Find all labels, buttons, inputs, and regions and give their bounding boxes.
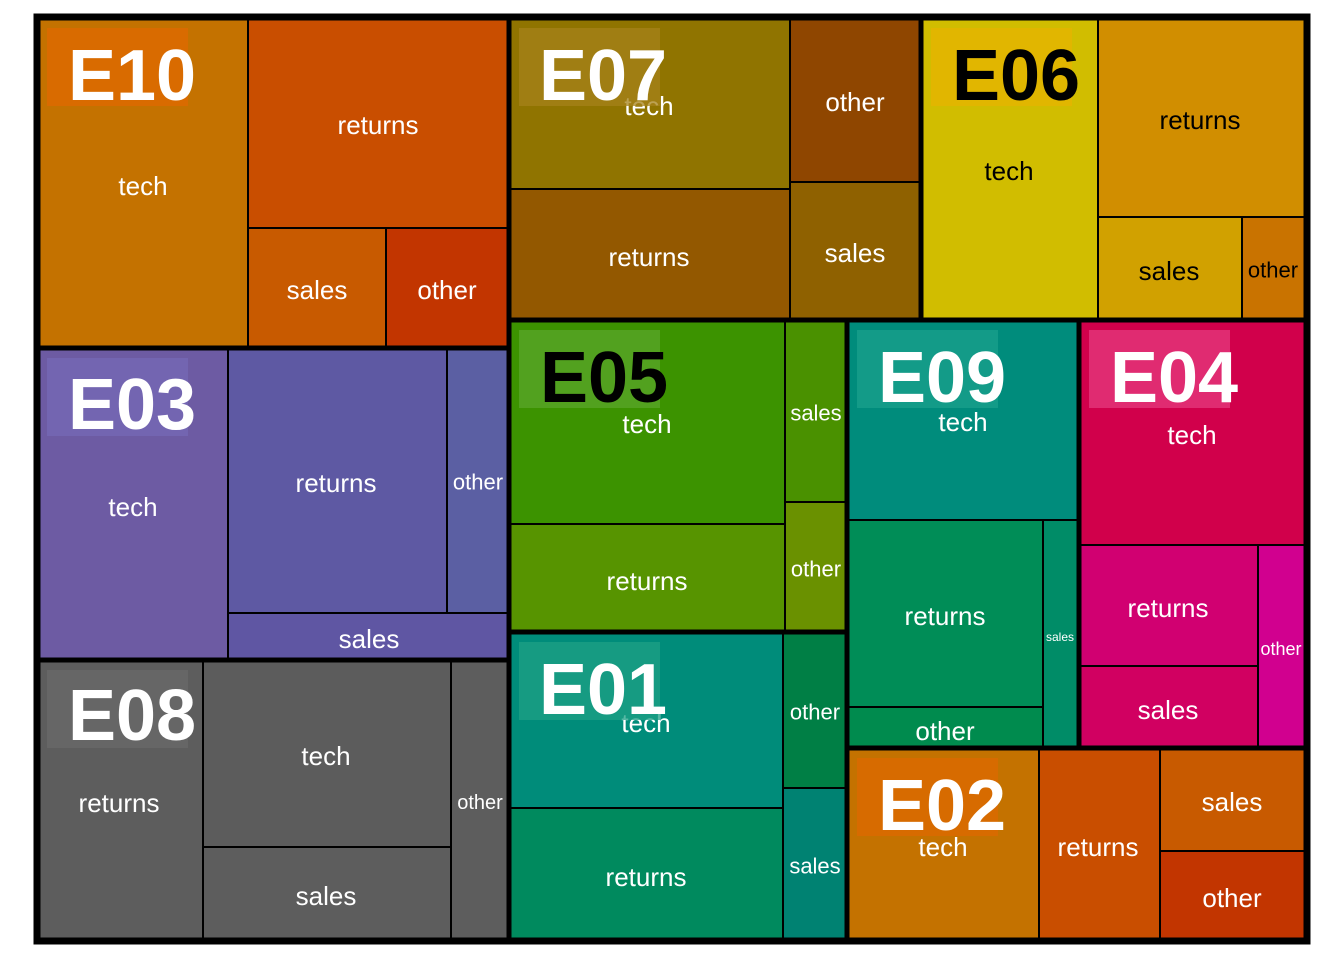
group-label: E03 <box>68 365 196 445</box>
tile-label: tech <box>984 156 1033 186</box>
tile-label: other <box>915 716 975 746</box>
group-label: E08 <box>68 676 196 756</box>
tile-label: tech <box>1167 420 1216 450</box>
group-badge <box>47 28 188 106</box>
group-label: E05 <box>540 338 668 418</box>
tile-label: returns <box>1058 832 1139 862</box>
group-e10[interactable]: tech returns sales other E10 <box>35 15 512 351</box>
tile-label: other <box>1260 639 1301 659</box>
tile-label: other <box>1248 258 1298 283</box>
tile-e07-returns[interactable] <box>508 188 791 321</box>
group-label: E09 <box>878 338 1006 418</box>
tile-label: sales <box>825 238 886 268</box>
tile-label: returns <box>905 601 986 631</box>
tile-e05-sales[interactable] <box>784 319 848 503</box>
tile-label: other <box>1202 883 1262 913</box>
tile-label: returns <box>1160 105 1241 135</box>
tile-e07-other[interactable] <box>789 17 922 183</box>
tile-label: returns <box>296 468 377 498</box>
tile-e01-returns[interactable] <box>508 807 784 941</box>
group-e08[interactable]: returns tech sales other E08 <box>35 657 512 943</box>
group-label: E06 <box>952 36 1080 116</box>
group-e09[interactable]: tech returns sales other E09 <box>844 317 1082 751</box>
tile-label: other <box>791 557 841 582</box>
tile-label: sales <box>790 401 841 426</box>
tile-label: sales <box>1139 256 1200 286</box>
group-label: E10 <box>68 36 196 116</box>
tile-label: sales <box>287 275 348 305</box>
tile-e06-returns[interactable] <box>1097 17 1307 218</box>
group-badge <box>519 330 660 408</box>
tile-label: sales <box>339 624 400 654</box>
tile-label: sales <box>1202 787 1263 817</box>
group-label: E07 <box>539 36 667 116</box>
tile-e06-other[interactable] <box>1241 216 1307 321</box>
group-e05[interactable]: tech returns sales other E05 <box>506 317 850 635</box>
group-badge <box>857 758 998 836</box>
tile-e06-sales[interactable] <box>1097 216 1243 321</box>
tile-label: sales <box>1046 630 1074 644</box>
group-badge <box>519 28 660 106</box>
tile-e04-returns[interactable] <box>1078 544 1259 667</box>
tile-e02-sales[interactable] <box>1159 747 1307 852</box>
tile-label: returns <box>606 862 687 892</box>
tile-label: returns <box>1128 593 1209 623</box>
tile-label: returns <box>79 788 160 818</box>
tile-label: sales <box>789 854 840 879</box>
group-e04[interactable]: tech returns sales other E04 <box>1076 317 1309 751</box>
group-badge <box>1089 330 1230 408</box>
tile-e10-returns[interactable] <box>247 17 510 229</box>
group-label: E04 <box>1110 338 1238 418</box>
tile-e05-returns[interactable] <box>508 523 786 633</box>
tile-label: returns <box>338 110 419 140</box>
group-e03[interactable]: tech returns other sales E03 <box>35 345 512 663</box>
tile-e09-returns[interactable] <box>846 519 1044 708</box>
tile-label: sales <box>1138 695 1199 725</box>
group-badge <box>519 642 660 720</box>
group-badge <box>857 330 998 408</box>
tile-e08-tech[interactable] <box>202 659 452 848</box>
tile-label: other <box>417 275 477 305</box>
tile-label: returns <box>607 566 688 596</box>
group-label: E01 <box>539 650 667 730</box>
tile-label: returns <box>609 242 690 272</box>
group-badge <box>47 358 188 436</box>
group-e02[interactable]: tech returns sales other E02 <box>844 745 1309 943</box>
tile-label: other <box>790 700 840 725</box>
tile-e09-sales[interactable] <box>1042 519 1080 749</box>
group-e06[interactable]: tech returns sales other E06 <box>918 15 1309 323</box>
group-e07[interactable]: techreturnsothersalesE07 <box>506 15 924 323</box>
tile-e02-returns[interactable] <box>1038 747 1161 941</box>
tile-label: sales <box>296 881 357 911</box>
tile-label: tech <box>301 741 350 771</box>
tile-label: tech <box>918 832 967 862</box>
tile-label: tech <box>108 492 157 522</box>
tile-e10-sales[interactable] <box>247 227 387 349</box>
group-badge <box>47 670 188 748</box>
group-badge <box>931 28 1072 106</box>
tile-label: other <box>457 792 503 814</box>
group-label: E02 <box>878 766 1006 846</box>
tile-e03-other[interactable] <box>446 347 510 614</box>
tile-label: other <box>453 470 503 495</box>
chart-frame <box>33 13 1311 945</box>
tile-label: tech <box>118 171 167 201</box>
tile-e07-sales[interactable] <box>789 181 922 321</box>
tile-label: other <box>825 87 885 117</box>
tile-e01-other[interactable] <box>782 631 848 789</box>
tile-label: tech <box>938 407 987 437</box>
tile-e01-sales[interactable] <box>782 787 848 941</box>
tile-e09-other[interactable] <box>846 706 1044 749</box>
tile-label: tech <box>622 409 671 439</box>
